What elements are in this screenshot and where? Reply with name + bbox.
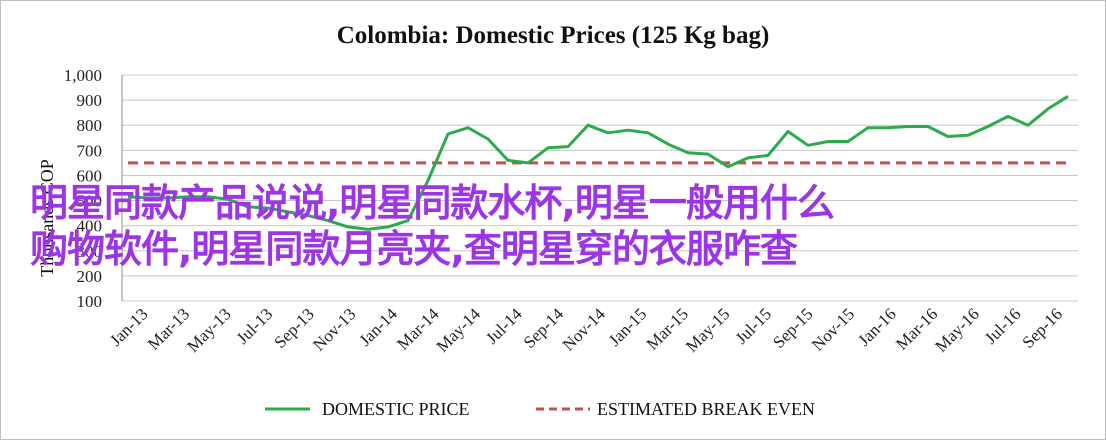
series-layer [127,95,1070,231]
y-tick-label: 800 [77,116,103,135]
x-tick-label: Sep-15 [769,304,816,351]
y-tick-label: 1,000 [64,66,102,85]
x-tick-label: Sep-13 [270,304,317,351]
legend-label-break-even: ESTIMATED BREAK EVEN [597,399,815,419]
x-tick-label: Jan-14 [356,304,402,350]
x-tick-label: Jul-15 [732,304,775,347]
x-axis-ticks: Jan-13Mar-13May-13Jul-13Sep-13Nov-13Jan-… [106,304,1066,356]
chart-title: Colombia: Domestic Prices (125 Kg bag) [336,22,770,49]
x-tick-label: Jan-16 [854,304,899,349]
x-tick-label: Jul-14 [482,304,526,348]
y-tick-label: 100 [77,292,103,311]
x-tick-label: Nov-13 [309,304,359,354]
y-tick-label: 700 [77,141,103,160]
y-tick-label: 600 [77,166,103,185]
y-tick-label: 400 [77,217,103,236]
x-tick-label: May-14 [433,304,485,356]
x-tick-label: May-15 [682,304,733,355]
x-tick-label: Jan-15 [605,304,650,349]
y-axis-ticks: 100 200 300 400 500 600 700 800 900 1,000 [64,66,102,311]
x-tick-label: Jul-13 [233,304,276,347]
y-tick-label: 200 [77,267,103,286]
y-tick-label: 900 [77,91,103,110]
y-tick-label: 500 [77,192,103,211]
series-line-domestic-price [127,95,1069,231]
x-tick-label: May-16 [931,304,982,355]
y-tick-label: 300 [77,242,103,261]
x-tick-label: May-13 [183,304,234,355]
x-tick-label: Sep-14 [520,304,568,352]
y-axis-title: Thousands COP [37,159,57,277]
x-tick-label: Jan-13 [106,304,151,349]
x-tick-label: Nov-15 [808,304,858,354]
x-tick-label: Jul-16 [981,304,1024,347]
legend-label-domestic-price: DOMESTIC PRICE [322,399,470,419]
x-tick-label: Sep-16 [1019,304,1066,351]
grid-lines [121,74,1078,302]
legend: DOMESTIC PRICE ESTIMATED BREAK EVEN [265,399,815,419]
x-tick-label: Nov-14 [559,304,610,355]
